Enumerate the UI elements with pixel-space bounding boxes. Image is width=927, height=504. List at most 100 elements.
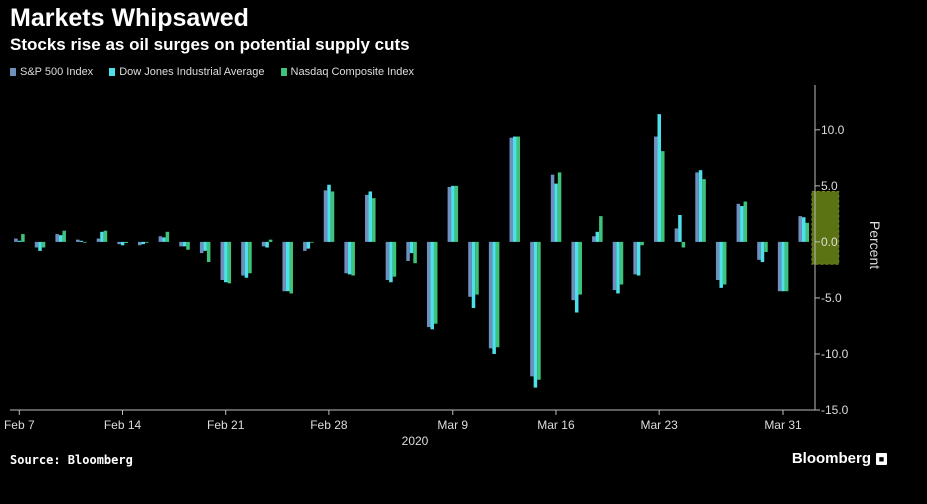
x-tick-label: Feb 7 bbox=[4, 418, 35, 432]
bar-nasdaq bbox=[640, 241, 644, 246]
bar-sp500 bbox=[674, 228, 679, 242]
chart-title: Markets Whipsawed bbox=[10, 4, 249, 32]
chart-subtitle: Stocks rise as oil surges on potential s… bbox=[10, 35, 410, 54]
bar-dow bbox=[162, 237, 166, 242]
bar-nasdaq bbox=[103, 230, 108, 242]
bar-nasdaq bbox=[619, 241, 624, 285]
bar-nasdaq bbox=[206, 241, 211, 263]
bar-dow bbox=[79, 240, 84, 242]
bar-dow bbox=[719, 241, 723, 288]
bar-nasdaq bbox=[495, 241, 500, 348]
bar-dow bbox=[492, 241, 496, 354]
bar-nasdaq bbox=[330, 191, 335, 242]
bar-sp500 bbox=[261, 241, 266, 247]
bar-dow bbox=[513, 136, 517, 242]
bar-sp500 bbox=[633, 241, 637, 275]
bar-dow bbox=[574, 241, 579, 313]
bar-nasdaq bbox=[372, 198, 376, 242]
bar-dow bbox=[285, 241, 290, 292]
bar-nasdaq bbox=[805, 222, 810, 242]
bar-sp500 bbox=[365, 194, 369, 242]
bar-sp500 bbox=[117, 241, 121, 245]
highlight-box bbox=[811, 190, 840, 265]
bar-nasdaq bbox=[124, 241, 128, 244]
bar-dow bbox=[595, 231, 600, 242]
bar-dow bbox=[678, 215, 682, 242]
bar-nasdaq bbox=[186, 241, 190, 250]
bar-nasdaq bbox=[475, 241, 479, 295]
bar-sp500 bbox=[406, 241, 410, 261]
bar-dow bbox=[471, 241, 476, 309]
bar-sp500 bbox=[550, 174, 555, 242]
bar-nasdaq bbox=[681, 241, 686, 248]
bar-sp500 bbox=[757, 241, 761, 260]
bar-dow bbox=[657, 114, 662, 242]
legend-swatch-nasdaq bbox=[280, 68, 287, 76]
legend-item-nasdaq: Nasdaq Composite Index bbox=[280, 66, 415, 78]
bloomberg-terminal-icon: ■ bbox=[876, 452, 887, 465]
bar-sp500 bbox=[96, 238, 101, 242]
bar-nasdaq bbox=[41, 241, 46, 248]
bar-sp500 bbox=[303, 241, 307, 251]
bar-nasdaq bbox=[784, 241, 789, 292]
bar-sp500 bbox=[426, 241, 431, 328]
bar-sp500 bbox=[34, 241, 39, 248]
bar-nasdaq bbox=[599, 216, 603, 242]
x-tick-label: Feb 14 bbox=[104, 418, 142, 432]
bar-sp500 bbox=[137, 241, 142, 246]
bar-nasdaq bbox=[722, 241, 727, 285]
bar-sp500 bbox=[241, 241, 245, 276]
bar-dow bbox=[409, 241, 414, 254]
bar-nasdaq bbox=[764, 241, 768, 252]
bar-sp500 bbox=[468, 241, 472, 297]
y-tick-label: -15.0 bbox=[821, 403, 849, 417]
x-tick-label: Feb 21 bbox=[207, 418, 245, 432]
bar-sp500 bbox=[323, 190, 328, 242]
bar-dow bbox=[224, 241, 228, 283]
chart-legend: S&P 500 Index Dow Jones Industrial Avera… bbox=[10, 66, 414, 78]
bar-sp500 bbox=[571, 241, 575, 301]
bar-sp500 bbox=[530, 241, 534, 377]
bar-sp500 bbox=[55, 234, 59, 242]
legend-label-nasdaq: Nasdaq Composite Index bbox=[290, 66, 415, 78]
bar-dow bbox=[760, 241, 765, 263]
x-axis-label: 2020 bbox=[402, 434, 429, 448]
bar-nasdaq bbox=[62, 230, 66, 242]
x-tick-label: Mar 16 bbox=[537, 418, 575, 432]
y-tick-label: 0.0 bbox=[821, 235, 838, 249]
x-tick-label: Mar 9 bbox=[437, 418, 468, 432]
bar-sp500 bbox=[695, 172, 699, 242]
bar-dow bbox=[533, 241, 538, 388]
legend-swatch-dow bbox=[109, 68, 116, 76]
y-tick-label: -5.0 bbox=[821, 291, 842, 305]
bar-sp500 bbox=[14, 238, 18, 242]
bar-dow bbox=[801, 217, 806, 242]
bar-dow bbox=[740, 206, 744, 242]
bar-sp500 bbox=[612, 241, 617, 291]
bar-nasdaq bbox=[289, 241, 293, 294]
source-note: Source: Bloomberg bbox=[10, 453, 133, 467]
bar-sp500 bbox=[447, 186, 452, 242]
bar-nasdaq bbox=[454, 185, 459, 242]
bar-dow bbox=[616, 241, 620, 294]
bar-sp500 bbox=[488, 241, 493, 349]
bar-dow bbox=[182, 241, 187, 247]
bar-nasdaq bbox=[516, 136, 521, 242]
bar-sp500 bbox=[385, 241, 390, 280]
y-tick-label: 10.0 bbox=[821, 123, 845, 137]
bar-dow bbox=[347, 241, 352, 275]
x-tick-label: Mar 23 bbox=[640, 418, 678, 432]
bar-sp500 bbox=[798, 216, 802, 242]
bar-sp500 bbox=[715, 241, 720, 280]
bar-dow bbox=[38, 241, 42, 251]
bar-dow bbox=[120, 241, 125, 246]
bar-dow bbox=[203, 241, 207, 251]
bar-nasdaq bbox=[433, 241, 438, 324]
y-tick-label: 5.0 bbox=[821, 179, 838, 193]
y-axis-label: Percent bbox=[867, 221, 883, 269]
bar-nasdaq bbox=[537, 241, 541, 380]
bar-sp500 bbox=[199, 241, 204, 254]
legend-item-dow: Dow Jones Industrial Average bbox=[109, 66, 265, 78]
bar-nasdaq bbox=[392, 241, 397, 277]
